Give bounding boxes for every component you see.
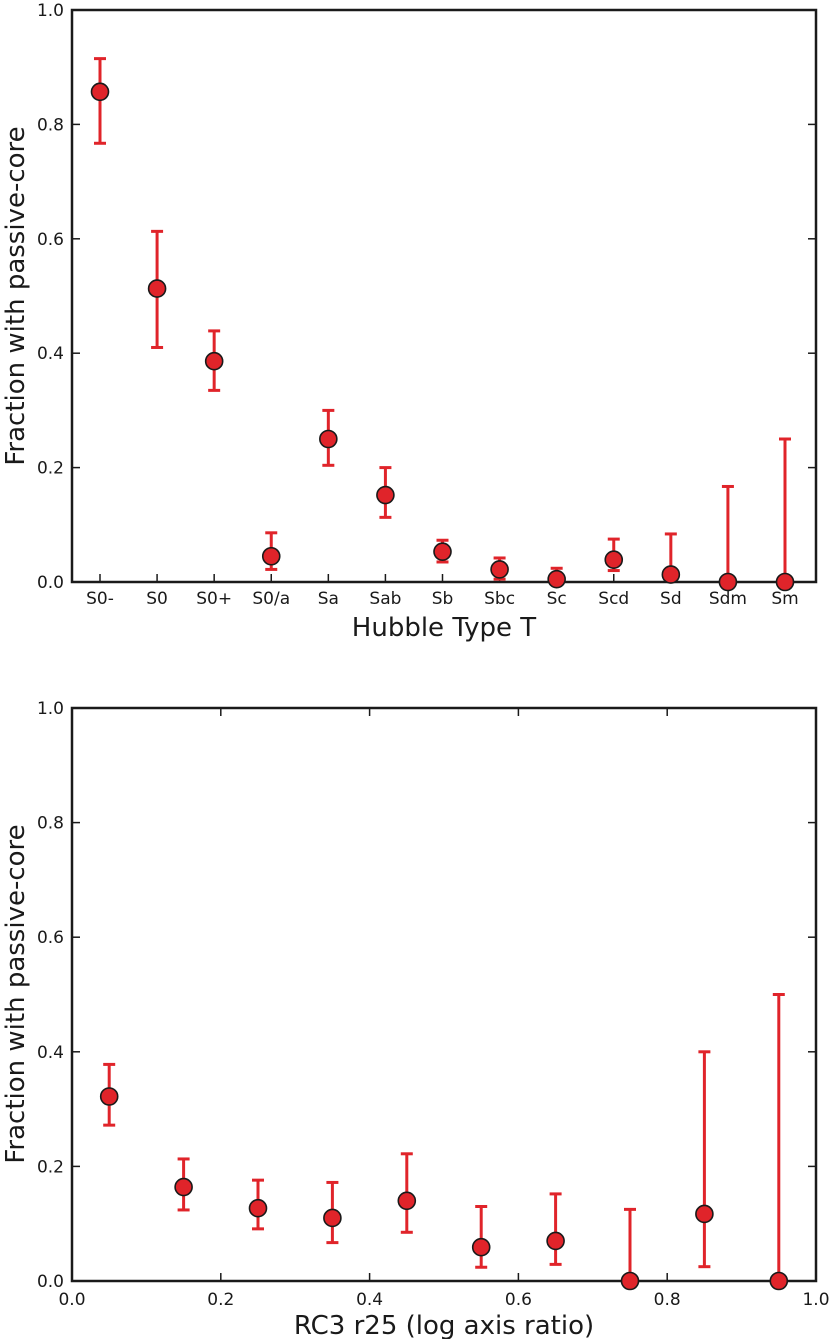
hubble-type-point-group [547,566,566,589]
hubble-type-xtick-label: Sc [547,589,567,609]
hubble-type-x-axis-label: Hubble Type T [352,613,537,643]
axis-ratio-data-point [546,1231,565,1251]
hubble-type-ytick-label: 0.8 [37,115,64,135]
hubble-type-data-point [433,542,452,561]
hubble-type-xtick-label: Sb [432,589,454,609]
axis-ratio-data-point [471,1237,491,1257]
hubble-type-panel: 0.0 0.2 0.4 0.6 0.8 1.0 S0- S0 S0+ S0/a Sa Sab Sb Sbc… [1,1,818,643]
hubble-type-xtick-label: Sbc [484,589,515,609]
axis-ratio-data-point [769,1271,789,1291]
hubble-type-y-axis-label: Fraction with passive-core [1,126,31,465]
hubble-type-data-point [547,569,566,589]
hubble-type-data-point [661,565,681,584]
hubble-type-xtick-label: Sm [771,589,798,609]
axis-ratio-data-point [174,1177,193,1197]
hubble-type-xtick-label: S0 [146,589,168,609]
axis-ratio-ticks: 0.0 0.2 0.4 0.6 0.8 1.0 0.0 0.2 0.4 0.6 0.8 1.0 [37,699,830,1310]
hubble-type-data-point [490,560,509,579]
axis-ratio-ytick-label: 1.0 [37,699,64,719]
hubble-type-data-point [718,572,738,592]
hubble-type-data-marks [90,57,795,592]
hubble-type-ytick-label: 0.0 [37,573,64,593]
axis-ratio-ytick-label: 0.2 [37,1157,64,1177]
hubble-type-data-point [319,429,338,449]
hubble-type-plot-frame [70,8,818,584]
axis-ratio-data-point [248,1198,268,1218]
axis-ratio-y-axis-label: Fraction with passive-core [1,824,31,1163]
hubble-type-ytick-label: 1.0 [37,1,64,21]
hubble-type-xtick-label: Sdm [709,589,747,609]
hubble-type-point-group [90,57,110,145]
hubble-type-xtick-label: Sa [318,589,339,609]
axis-ratio-data-point [620,1271,640,1291]
axis-ratio-point-group [174,1157,193,1212]
hubble-type-ytick-label: 0.4 [37,344,64,364]
axis-ratio-x-axis-label: RC3 r25 (log axis ratio) [294,1311,594,1339]
axis-ratio-data-point [695,1204,714,1224]
hubble-type-point-group [661,532,681,584]
hubble-type-data-point [204,351,224,371]
hubble-type-ytick-label: 0.2 [37,459,64,479]
axis-ratio-xtick-label: 1.0 [802,1290,829,1310]
axis-ratio-point-group [546,1192,565,1266]
hubble-type-point-group [261,531,281,571]
axis-ratio-ytick-label: 0.4 [37,1043,64,1063]
axis-ratio-point-group [323,1180,342,1245]
hubble-type-data-point [261,546,281,566]
axis-ratio-panel: 0.0 0.2 0.4 0.6 0.8 1.0 0.0 0.2 0.4 0.6 0.8 1.0 RC3… [1,699,830,1339]
axis-ratio-xtick-label: 0.8 [654,1290,681,1310]
axis-ratio-data-point [397,1191,417,1211]
hubble-type-ytick-label: 0.6 [37,230,64,250]
axis-ratio-point-group [397,1152,417,1234]
hubble-type-point-group [147,229,167,349]
axis-ratio-point-group [769,993,789,1291]
hubble-type-xtick-label: S0/a [252,589,290,609]
hubble-type-xtick-label: Sd [660,589,682,609]
axis-ratio-point-group [248,1178,268,1231]
axis-ratio-point-group [695,1050,714,1269]
hubble-type-point-group [775,437,795,592]
hubble-type-data-point [147,279,167,298]
hubble-type-data-point [376,485,395,505]
axis-ratio-data-point [323,1208,342,1228]
hubble-type-point-group [490,556,509,581]
hubble-type-ticks: 0.0 0.2 0.4 0.6 0.8 1.0 S0- S0 S0+ S0/a Sa Sab Sb Sbc… [37,1,816,609]
axis-ratio-point-group [99,1062,119,1127]
hubble-type-point-group [718,484,738,592]
axis-ratio-point-group [620,1207,640,1291]
hubble-type-point-group [433,538,452,564]
hubble-type-data-point [604,550,624,569]
hubble-type-point-group [204,329,224,392]
axis-ratio-xtick-label: 0.0 [58,1290,85,1310]
hubble-type-point-group [319,408,338,467]
axis-ratio-ytick-label: 0.8 [37,814,64,834]
hubble-type-xtick-label: S0- [86,589,114,609]
axis-ratio-data-point [99,1087,119,1106]
axis-ratio-ytick-label: 0.0 [37,1272,64,1292]
hubble-type-data-point [90,82,110,102]
hubble-type-point-group [376,466,395,519]
axis-ratio-plot-frame [70,706,818,1283]
hubble-type-xtick-label: S0+ [196,589,232,609]
axis-ratio-xtick-label: 0.2 [207,1290,234,1310]
axis-ratio-xtick-label: 0.4 [356,1290,383,1310]
axis-ratio-data-marks [99,993,789,1291]
axis-ratio-ytick-label: 0.6 [37,928,64,948]
hubble-type-xtick-label: Scd [598,589,629,609]
axis-ratio-xtick-label: 0.6 [505,1290,532,1310]
hubble-type-xtick-label: Sab [369,589,401,609]
axis-ratio-point-group [471,1205,491,1269]
hubble-type-point-group [604,537,624,573]
hubble-type-data-point [775,572,795,592]
